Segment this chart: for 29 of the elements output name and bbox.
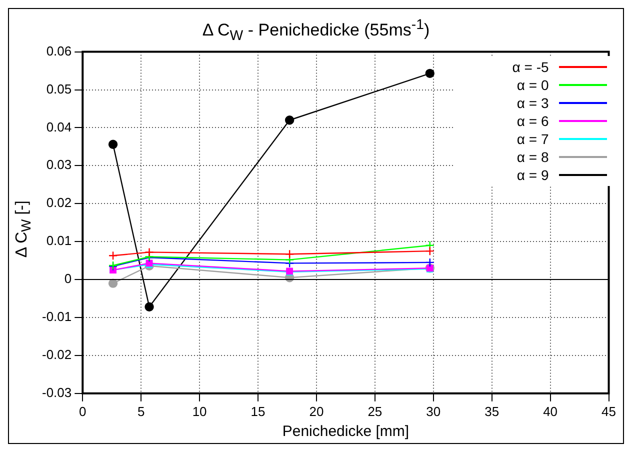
- x-tick-label: 15: [250, 404, 266, 419]
- legend-label: α = 0: [516, 76, 549, 93]
- y-tick-label: 0.04: [46, 119, 72, 134]
- y-tick-label: 0.03: [46, 157, 72, 172]
- x-tick-label: 20: [309, 404, 324, 419]
- x-tick-label: 0: [79, 404, 86, 419]
- y-tick-label: 0.05: [46, 81, 72, 96]
- x-tick-label: 5: [137, 404, 145, 419]
- x-tick-label: 30: [426, 404, 441, 419]
- y-tick-label: -0.02: [42, 347, 72, 362]
- chart-title: Δ C$_{W}$ - Penichedicke (55ms$^{-1}$): [201, 17, 431, 44]
- x-tick-label: 45: [602, 404, 616, 419]
- legend-label: α = 8: [516, 148, 549, 165]
- x-tick-label: 35: [484, 404, 500, 419]
- x-axis-title: Penichedicke [mm]: [282, 423, 410, 440]
- x-tick-label: 10: [192, 404, 207, 419]
- y-tick-label: 0.02: [46, 195, 72, 210]
- legend-label: α = -5: [512, 58, 549, 75]
- x-tick-label: 25: [368, 404, 382, 419]
- legend-label: α = 7: [516, 130, 549, 147]
- y-tick-label: -0.01: [42, 309, 72, 324]
- y-tick-label: 0.01: [46, 233, 72, 248]
- y-tick-label: -0.03: [42, 384, 72, 400]
- y-tick-label: 0: [64, 271, 72, 286]
- y-tick-label: 0.06: [46, 43, 72, 58]
- legend-label: α = 6: [516, 112, 549, 129]
- x-tick-label: 40: [543, 404, 558, 419]
- legend-label: α = 3: [516, 94, 549, 111]
- legend-label: α = 9: [516, 166, 549, 183]
